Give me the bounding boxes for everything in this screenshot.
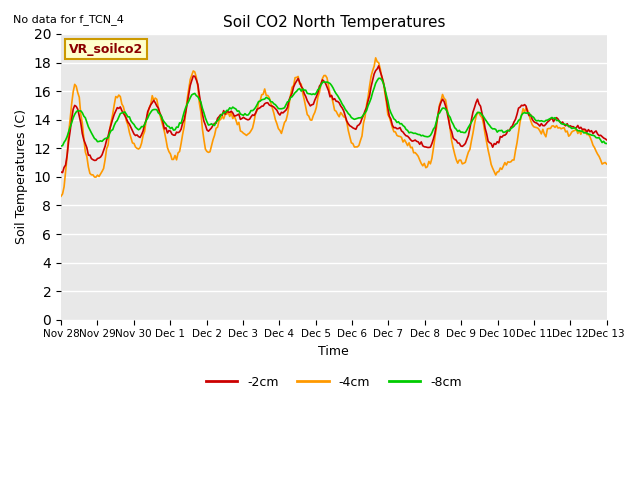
-2cm	[575, 126, 583, 132]
Title: Soil CO2 North Temperatures: Soil CO2 North Temperatures	[223, 15, 445, 30]
Y-axis label: Soil Temperatures (C): Soil Temperatures (C)	[15, 109, 28, 244]
-8cm	[247, 108, 255, 113]
-2cm	[239, 114, 247, 120]
X-axis label: Time: Time	[319, 345, 349, 358]
-4cm	[124, 122, 132, 128]
Text: No data for f_TCN_4: No data for f_TCN_4	[13, 14, 124, 25]
-2cm	[59, 170, 67, 176]
-2cm	[603, 137, 611, 143]
-4cm	[57, 193, 65, 199]
-4cm	[296, 81, 303, 87]
-2cm	[125, 121, 133, 127]
Text: VR_soilco2: VR_soilco2	[69, 43, 143, 56]
-8cm	[574, 128, 582, 133]
-8cm	[220, 109, 227, 115]
-2cm	[298, 84, 305, 89]
-2cm	[57, 169, 65, 175]
Legend: -2cm, -4cm, -8cm: -2cm, -4cm, -8cm	[201, 371, 467, 394]
Line: -8cm: -8cm	[61, 78, 607, 146]
-8cm	[603, 141, 611, 146]
-8cm	[238, 112, 246, 118]
-4cm	[220, 116, 227, 121]
Line: -2cm: -2cm	[61, 66, 607, 173]
-2cm	[221, 111, 229, 117]
-8cm	[296, 86, 303, 92]
-8cm	[375, 75, 383, 81]
-4cm	[372, 55, 380, 61]
-4cm	[247, 128, 255, 133]
-8cm	[124, 114, 132, 120]
-4cm	[574, 131, 582, 136]
-8cm	[57, 143, 65, 149]
Line: -4cm: -4cm	[61, 58, 607, 196]
-2cm	[249, 112, 257, 118]
-4cm	[603, 161, 611, 167]
-2cm	[375, 63, 383, 69]
-4cm	[238, 129, 246, 134]
